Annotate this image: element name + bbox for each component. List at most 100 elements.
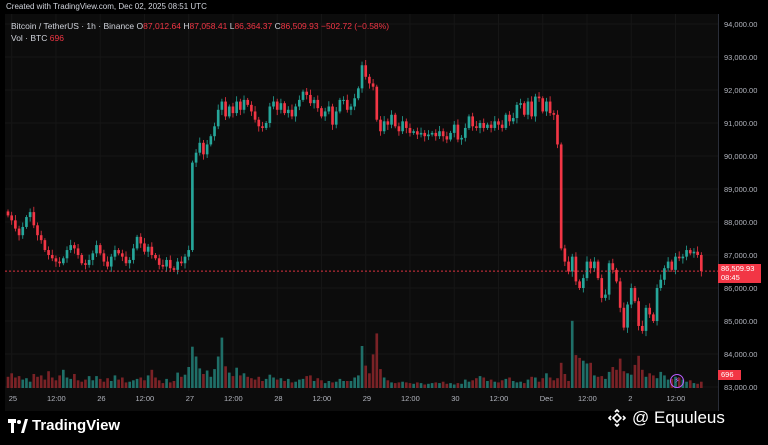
candle-body[interactable] (456, 124, 460, 140)
candle-body[interactable] (652, 314, 655, 321)
candle-body[interactable] (379, 119, 382, 132)
candle-body[interactable] (452, 124, 456, 133)
candle-body[interactable] (61, 258, 65, 264)
candle-body[interactable] (640, 325, 644, 331)
tradingview-brand[interactable]: TradingView (8, 417, 120, 434)
candle-body[interactable] (227, 106, 231, 117)
candle-body[interactable] (629, 288, 633, 305)
candle-body[interactable] (688, 250, 692, 254)
candle-body[interactable] (589, 261, 593, 269)
candle-body[interactable] (323, 111, 327, 117)
candle-body[interactable] (65, 250, 69, 259)
candle-body[interactable] (213, 126, 216, 137)
candle-body[interactable] (113, 250, 117, 257)
candle-body[interactable] (128, 259, 132, 264)
candle-body[interactable] (585, 261, 589, 279)
candle-body[interactable] (242, 99, 246, 110)
candle-body[interactable] (143, 243, 146, 252)
candle-body[interactable] (239, 101, 242, 110)
candle-body[interactable] (522, 103, 526, 115)
candle-body[interactable] (438, 131, 441, 137)
candle-body[interactable] (294, 106, 297, 117)
candle-body[interactable] (677, 256, 681, 259)
candle-body[interactable] (648, 307, 652, 315)
candle-body[interactable] (84, 263, 87, 265)
candle-body[interactable] (261, 126, 264, 128)
candle-body[interactable] (692, 251, 696, 254)
candle-body[interactable] (338, 99, 342, 112)
candle-body[interactable] (423, 132, 427, 137)
candle-body[interactable] (187, 250, 191, 257)
candle-body[interactable] (626, 304, 629, 328)
candle-body[interactable] (419, 132, 423, 135)
candle-body[interactable] (681, 256, 685, 259)
candle-body[interactable] (168, 259, 172, 269)
candle-body[interactable] (334, 111, 338, 125)
candle-body[interactable] (519, 103, 522, 105)
candle-body[interactable] (39, 235, 43, 241)
lightning-icon[interactable]: ⚡ (670, 374, 684, 388)
candle-body[interactable] (120, 253, 124, 257)
candle-body[interactable] (312, 99, 316, 104)
candle-body[interactable] (14, 220, 17, 229)
candle-body[interactable] (283, 103, 286, 114)
candle-body[interactable] (460, 137, 463, 140)
candle-body[interactable] (109, 256, 113, 267)
candle-body[interactable] (526, 101, 530, 115)
candle-body[interactable] (486, 124, 489, 128)
candle-body[interactable] (58, 261, 61, 264)
candle-body[interactable] (412, 131, 415, 133)
candle-body[interactable] (102, 253, 106, 262)
candle-body[interactable] (98, 245, 102, 254)
candle-body[interactable] (475, 126, 478, 128)
candle-body[interactable] (699, 255, 703, 272)
candle-body[interactable] (272, 101, 275, 107)
candle-body[interactable] (73, 245, 76, 249)
candle-body[interactable] (132, 248, 135, 260)
candle-body[interactable] (611, 263, 615, 270)
candle-body[interactable] (209, 136, 213, 145)
candle-body[interactable] (696, 251, 699, 255)
candle-body[interactable] (275, 101, 279, 110)
candle-body[interactable] (600, 278, 604, 298)
candle-body[interactable] (545, 101, 548, 112)
candle-body[interactable] (430, 132, 434, 135)
candle-body[interactable] (471, 116, 474, 127)
candle-body[interactable] (28, 212, 32, 218)
candle-body[interactable] (106, 261, 109, 267)
candle-body[interactable] (165, 259, 168, 267)
candle-body[interactable] (563, 248, 567, 262)
candle-body[interactable] (567, 261, 570, 272)
candle-body[interactable] (416, 131, 419, 135)
candle-body[interactable] (515, 104, 519, 119)
candle-body[interactable] (279, 103, 283, 110)
candle-body[interactable] (76, 248, 80, 255)
candle-body[interactable] (511, 118, 515, 122)
candle-body[interactable] (157, 258, 161, 265)
candle-body[interactable] (231, 106, 235, 114)
candle-body[interactable] (674, 256, 677, 270)
candle-body[interactable] (43, 240, 47, 251)
candle-body[interactable] (578, 281, 581, 288)
candle-body[interactable] (139, 236, 143, 244)
candle-body[interactable] (135, 236, 139, 249)
candle-body[interactable] (172, 268, 176, 270)
candle-body[interactable] (91, 253, 95, 260)
candle-body[interactable] (286, 109, 290, 114)
candle-body[interactable] (382, 121, 386, 132)
candle-body[interactable] (655, 288, 659, 321)
candle-body[interactable] (146, 246, 150, 252)
candle-body[interactable] (541, 98, 545, 112)
candle-body[interactable] (150, 246, 154, 255)
candle-body[interactable] (235, 101, 238, 114)
candle-body[interactable] (482, 123, 486, 128)
candle-body[interactable] (357, 88, 360, 99)
candle-body[interactable] (570, 256, 574, 272)
candle-body[interactable] (32, 212, 36, 226)
candle-body[interactable] (305, 91, 309, 95)
candle-body[interactable] (659, 279, 663, 288)
candle-body[interactable] (618, 281, 622, 308)
symbol-name[interactable]: Bitcoin / TetherUS · 1h · Binance (11, 21, 135, 31)
candle-body[interactable] (574, 256, 578, 282)
candle-body[interactable] (349, 106, 353, 110)
